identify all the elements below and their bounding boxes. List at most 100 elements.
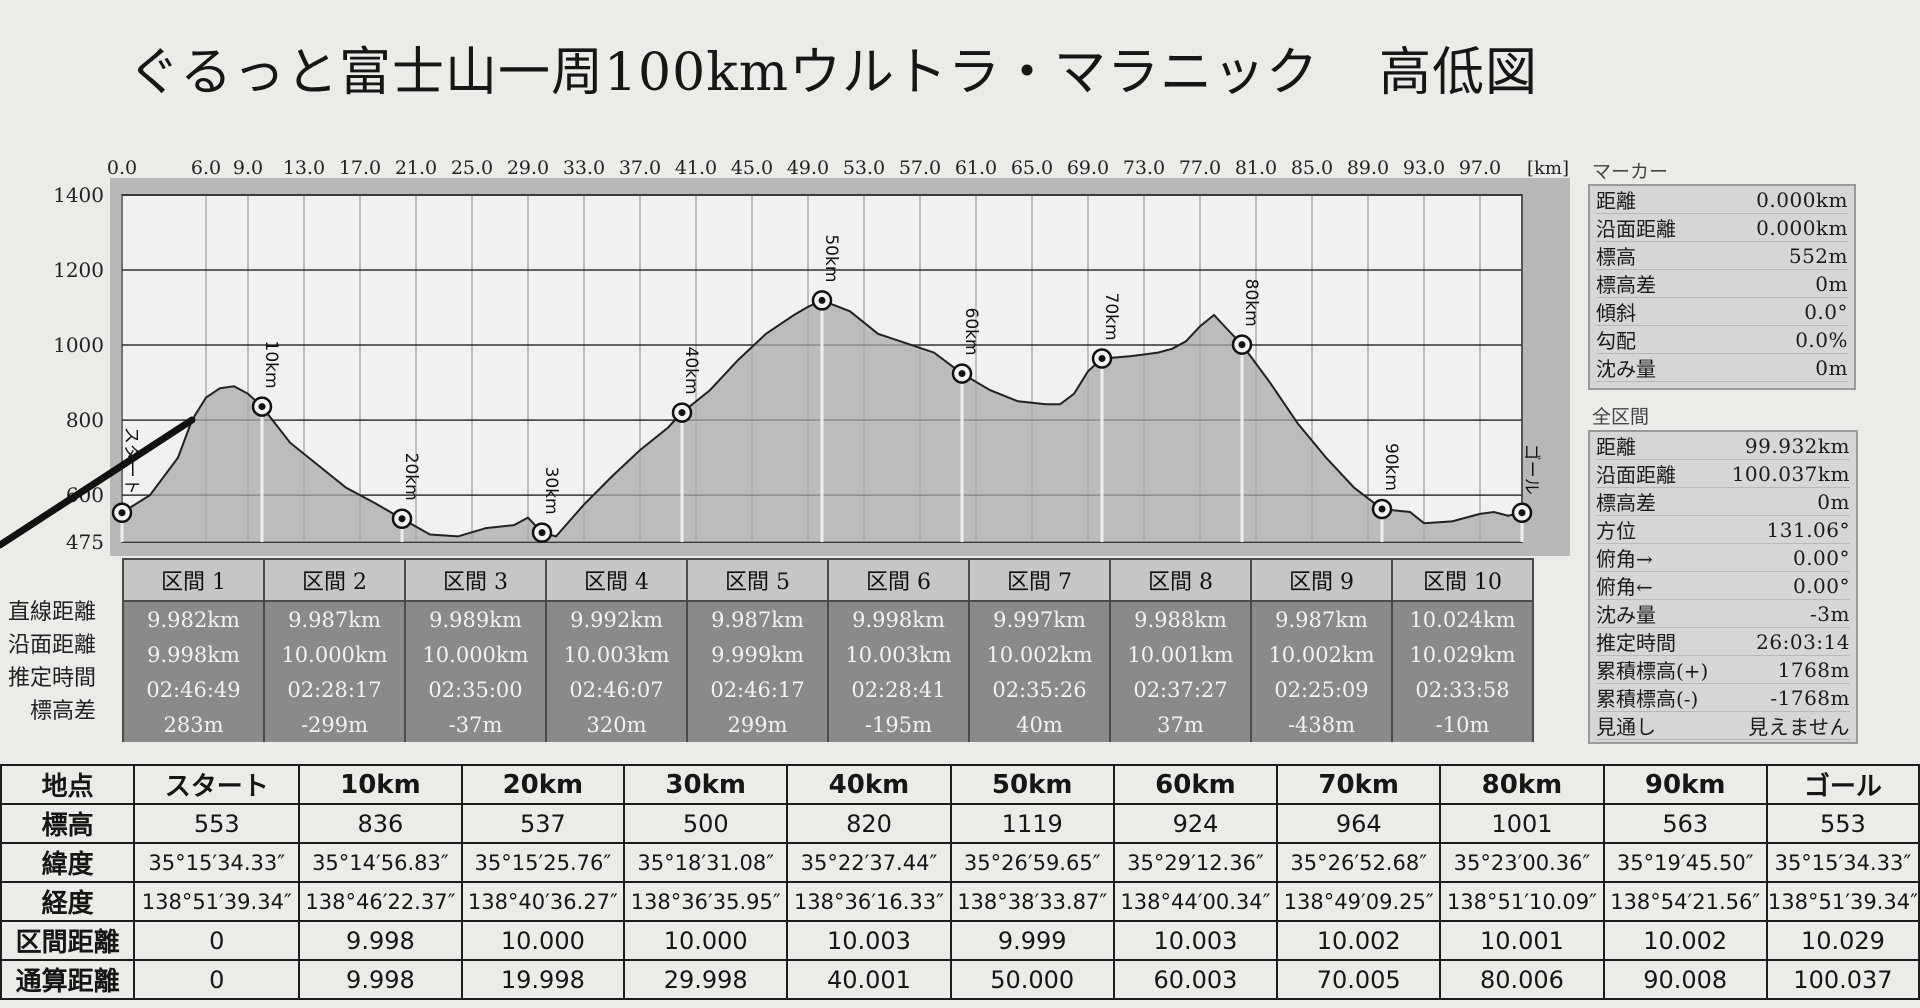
checkpoint-elevation: 563 (1602, 803, 1768, 844)
marker-dot (818, 296, 826, 304)
panel-row-label: 沿面距離 (1596, 463, 1676, 487)
checkpoint-name: 50km (949, 764, 1115, 805)
segment-elevation-diff: 40m (968, 707, 1111, 742)
segment-surface-distance: 10.002km (968, 637, 1111, 672)
panel-row: 累積標高(-) -1768m (1596, 684, 1850, 712)
checkpoint-elevation: 964 (1276, 803, 1442, 844)
x-tick-label: 97.0 (1459, 157, 1501, 179)
panel-row-value: 0.000km (1756, 187, 1848, 212)
checkpoint-segment-distance: 10.001 (1439, 920, 1605, 961)
checkpoint-name: 40km (786, 764, 952, 805)
row-label-straight: 直線距離 (7, 600, 96, 625)
y-tick-label: 800 (66, 408, 104, 432)
segment-header: 区間 8 (1109, 558, 1252, 602)
checkpoint-elevation: 553 (133, 803, 301, 844)
checkpoint-total-distance: 70.005 (1276, 959, 1442, 1000)
marker-dot (1238, 341, 1246, 349)
checkpoint-latitude: 35°26′52.68″ (1276, 842, 1442, 883)
pen-mark-line (0, 416, 196, 549)
checkpoint-latitude: 35°29′12.36″ (1112, 842, 1279, 883)
checkpoint-name: 30km (623, 764, 789, 805)
segment-table: 区間 1 区間 2 区間 3 区間 4 区間 5 区間 6 区間 7 区間 8 区間 9 区間 1… (122, 558, 1534, 742)
checkpoint-longitude: 138°54′21.56″ (1602, 881, 1768, 922)
marker-label: 50km (821, 234, 841, 282)
title-sub: 高低図 (1379, 43, 1539, 103)
panel-row: 累積標高(+) 1768m (1596, 656, 1850, 684)
segment-elevation-diff: 37m (1109, 707, 1252, 742)
row-label-surface: 沿面距離 (7, 633, 96, 658)
checkpoint-row-header: 区間距離 (0, 920, 136, 961)
checkpoint-latitude: 35°18′31.08″ (623, 842, 789, 883)
checkpoint-longitude: 138°49′09.25″ (1276, 881, 1442, 922)
panel-row: 沿面距離 0.000km (1596, 214, 1848, 242)
panel-row-label: 沿面距離 (1596, 217, 1676, 241)
segment-header: 区間 3 (404, 558, 547, 602)
panel-row: 俯角→ 0.00° (1596, 544, 1850, 572)
checkpoint-name: ゴール (1765, 764, 1920, 805)
checkpoint-segment-distance: 0 (133, 920, 301, 961)
panel-row-value: 131.06° (1766, 517, 1850, 542)
segment-estimated-time: 02:35:26 (968, 672, 1111, 707)
checkpoint-elevation: 537 (460, 803, 626, 844)
checkpoint-total-distance: 19.998 (460, 959, 626, 1000)
marker-dot (1518, 509, 1526, 517)
segment-row-labels: 直線距離 沿面距離 推定時間 標高差 (0, 596, 100, 728)
x-tick-label: 13.0 (283, 157, 325, 179)
segment-straight-distance: 9.987km (686, 601, 829, 637)
x-tick-label: 29.0 (507, 157, 549, 179)
checkpoint-name: 60km (1112, 764, 1279, 805)
elevation-chart: 0.0 6.0 9.0 13.0 17.0 21.0 25.0 29.0 33.0 37.0 41.… (0, 157, 1570, 556)
checkpoint-elevation: 1119 (949, 803, 1115, 844)
segment-surface-distance: 10.000km (404, 637, 547, 672)
segment-straight-distance: 9.989km (404, 601, 547, 637)
x-tick-label: 41.0 (675, 157, 717, 179)
marker-dot (1098, 355, 1106, 363)
x-tick-label: 33.0 (563, 157, 605, 179)
x-tick-label: 17.0 (339, 157, 381, 179)
segment-straight-distance: 9.982km (122, 601, 265, 637)
panel-row-label: 標高 (1596, 245, 1636, 269)
marker-dot (398, 515, 406, 523)
segment-surface-distance: 10.002km (1250, 637, 1393, 672)
segment-estimated-time: 02:46:07 (545, 672, 688, 707)
x-tick-label: 37.0 (619, 157, 661, 179)
segment-header: 区間 4 (545, 558, 688, 602)
checkpoint-longitude: 138°51′10.09″ (1439, 881, 1605, 922)
checkpoint-total-distance: 100.037 (1765, 959, 1920, 1000)
panel-row-value: 0m (1817, 489, 1850, 514)
panel-row-label: 推定時間 (1596, 631, 1676, 655)
checkpoint-segment-distance: 10.003 (1112, 920, 1279, 961)
checkpoint-row-header: 経度 (0, 881, 136, 922)
marker-label: 70km (1101, 293, 1121, 341)
x-tick-label: 9.0 (233, 157, 263, 179)
y-tick-label: 1000 (53, 333, 104, 357)
total-panel-title: 全区間 (1592, 406, 1650, 428)
segment-surface-distance: 10.001km (1109, 637, 1252, 672)
checkpoint-name: 80km (1439, 764, 1605, 805)
segment-straight-distance: 9.987km (1250, 601, 1393, 637)
panel-row-value: 0.0° (1804, 299, 1848, 324)
panel-row-label: 累積標高(+) (1596, 659, 1709, 683)
checkpoint-total-distance: 80.006 (1439, 959, 1605, 1000)
row-label-diff: 標高差 (29, 699, 96, 724)
marker-label: 80km (1241, 279, 1261, 327)
segment-straight-distance: 9.987km (263, 601, 406, 637)
checkpoint-longitude: 138°44′00.34″ (1112, 881, 1279, 922)
checkpoint-name: 20km (460, 764, 626, 805)
checkpoint-row-header: 通算距離 (0, 959, 136, 1000)
checkpoint-elevation: 553 (1765, 803, 1920, 844)
checkpoint-total-distance: 29.998 (623, 959, 789, 1000)
segment-estimated-time: 02:46:49 (122, 672, 265, 707)
panel-row-label: 方位 (1596, 519, 1636, 543)
checkpoint-segment-distance: 10.000 (623, 920, 789, 961)
checkpoint-total-distance: 90.008 (1602, 959, 1768, 1000)
x-tick-label: 61.0 (955, 157, 997, 179)
checkpoint-segment-distance: 10.002 (1276, 920, 1442, 961)
checkpoint-total-distance: 50.000 (949, 959, 1115, 1000)
checkpoint-longitude: 138°36′35.95″ (623, 881, 789, 922)
segment-elevation-diff: -195m (827, 707, 970, 742)
x-tick-label: 73.0 (1123, 157, 1165, 179)
panel-row-label: 標高差 (1596, 491, 1656, 515)
panel-row-value: 0m (1815, 271, 1848, 296)
panel-row: 距離 0.000km (1596, 186, 1848, 214)
